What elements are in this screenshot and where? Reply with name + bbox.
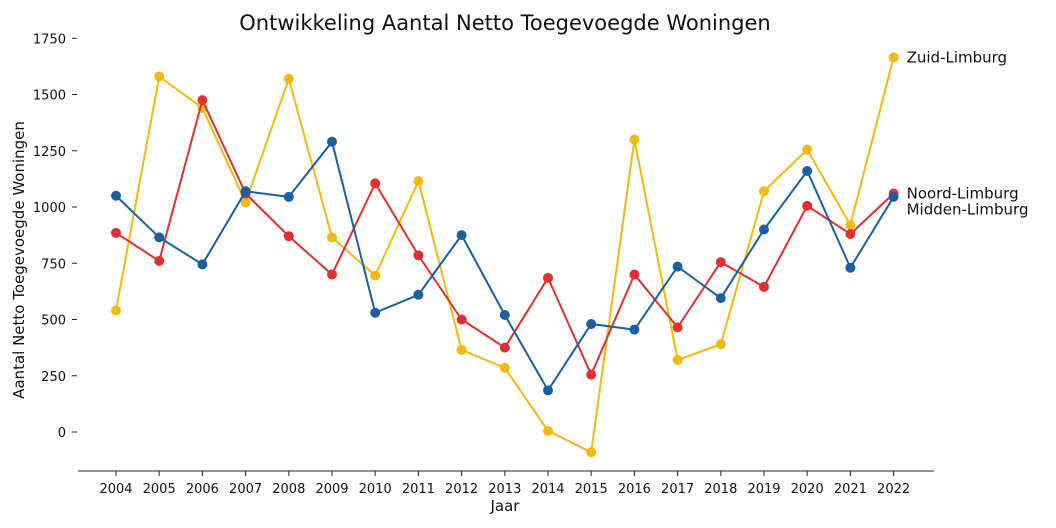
data-point bbox=[845, 220, 856, 230]
data-point bbox=[672, 355, 683, 365]
data-point bbox=[845, 262, 856, 273]
data-point bbox=[327, 269, 337, 280]
x-axis: 2004 2005 2006 2007 2008 2009 2010 2011 2012 2013… bbox=[78, 470, 934, 497]
data-point bbox=[888, 191, 899, 202]
x-tick-label: 2007 bbox=[229, 482, 262, 497]
y-tick-label: 1000 bbox=[33, 201, 66, 216]
data-point bbox=[499, 310, 510, 320]
data-point bbox=[715, 257, 726, 268]
data-point bbox=[413, 289, 424, 300]
x-tick-label: 2008 bbox=[272, 482, 305, 497]
data-point bbox=[543, 385, 553, 396]
data-point bbox=[543, 425, 553, 436]
data-point bbox=[370, 178, 381, 189]
data-point bbox=[629, 269, 640, 280]
x-axis-title: Jaar bbox=[490, 497, 521, 515]
data-point bbox=[197, 259, 208, 270]
y-axis: 0 250 500 750 1000 1250 1500 1750 bbox=[33, 32, 77, 441]
data-point bbox=[802, 166, 813, 176]
data-point bbox=[499, 342, 510, 353]
series-label: Midden-Limburg bbox=[907, 201, 1029, 219]
x-tick-label: 2018 bbox=[704, 482, 737, 497]
data-point bbox=[715, 339, 726, 350]
y-tick-label: 250 bbox=[41, 370, 66, 385]
x-tick-label: 2016 bbox=[618, 482, 651, 497]
data-point bbox=[327, 232, 337, 243]
y-tick-label: 0 bbox=[58, 426, 66, 441]
y-axis-title: Aantal Netto Toegevoegde Woningen bbox=[10, 121, 28, 399]
data-point bbox=[586, 447, 597, 458]
series-zuid-limburg bbox=[111, 52, 899, 458]
data-point bbox=[111, 190, 121, 201]
data-point bbox=[759, 224, 769, 235]
data-point bbox=[629, 134, 640, 145]
x-tick-label: 2013 bbox=[488, 482, 521, 497]
series-midden-limburg bbox=[111, 136, 899, 396]
y-tick-label: 1750 bbox=[33, 32, 66, 47]
data-point bbox=[629, 324, 640, 335]
data-point bbox=[456, 344, 467, 355]
x-tick-label: 2004 bbox=[99, 482, 132, 497]
x-tick-label: 2019 bbox=[747, 482, 780, 497]
data-point bbox=[283, 191, 294, 202]
data-point bbox=[370, 307, 381, 318]
x-tick-label: 2006 bbox=[186, 482, 219, 497]
data-point bbox=[154, 256, 165, 266]
data-point bbox=[456, 230, 467, 241]
x-tick-label: 2010 bbox=[359, 482, 392, 497]
x-tick-label: 2011 bbox=[402, 482, 435, 497]
series-label: Zuid-Limburg bbox=[907, 48, 1007, 66]
data-point bbox=[759, 186, 769, 197]
data-point bbox=[327, 136, 337, 147]
data-point bbox=[845, 229, 856, 239]
data-point bbox=[586, 369, 597, 380]
y-tick-label: 1500 bbox=[33, 89, 66, 104]
data-point bbox=[586, 319, 597, 329]
series-label: Noord-Limburg bbox=[907, 185, 1019, 203]
y-tick-label: 1250 bbox=[33, 145, 66, 160]
x-tick-label: 2012 bbox=[445, 482, 478, 497]
data-point bbox=[154, 232, 165, 243]
x-tick-label: 2005 bbox=[143, 482, 176, 497]
x-tick-label: 2009 bbox=[315, 482, 348, 497]
data-point bbox=[240, 197, 251, 208]
data-point bbox=[499, 362, 510, 373]
data-point bbox=[672, 261, 683, 272]
data-point bbox=[283, 73, 294, 84]
data-point bbox=[543, 272, 553, 283]
data-point bbox=[715, 293, 726, 304]
x-tick-label: 2020 bbox=[791, 482, 824, 497]
data-point bbox=[888, 52, 899, 63]
series-noord-limburg bbox=[111, 95, 899, 380]
x-tick-label: 2021 bbox=[834, 482, 867, 497]
data-point bbox=[197, 95, 208, 106]
data-point bbox=[370, 270, 381, 281]
data-point bbox=[413, 250, 424, 261]
x-tick-label: 2014 bbox=[531, 482, 564, 497]
chart-title: Ontwikkeling Aantal Netto Toegevoegde Wo… bbox=[239, 11, 770, 35]
series-line bbox=[115, 57, 895, 454]
data-point bbox=[413, 176, 424, 187]
x-tick-label: 2022 bbox=[877, 482, 910, 497]
y-tick-label: 500 bbox=[41, 314, 66, 329]
data-point bbox=[154, 71, 165, 82]
data-point bbox=[802, 144, 813, 155]
data-point bbox=[283, 231, 294, 242]
x-tick-label: 2015 bbox=[575, 482, 608, 497]
series-layer bbox=[111, 52, 899, 458]
y-tick-label: 750 bbox=[41, 257, 66, 272]
data-point bbox=[456, 314, 467, 325]
data-point bbox=[111, 227, 121, 238]
data-point bbox=[240, 186, 251, 197]
data-point bbox=[111, 305, 121, 316]
data-point bbox=[672, 322, 683, 333]
x-tick-label: 2017 bbox=[661, 482, 694, 497]
data-point bbox=[802, 200, 813, 211]
series-line bbox=[115, 97, 895, 378]
data-point bbox=[759, 281, 769, 292]
